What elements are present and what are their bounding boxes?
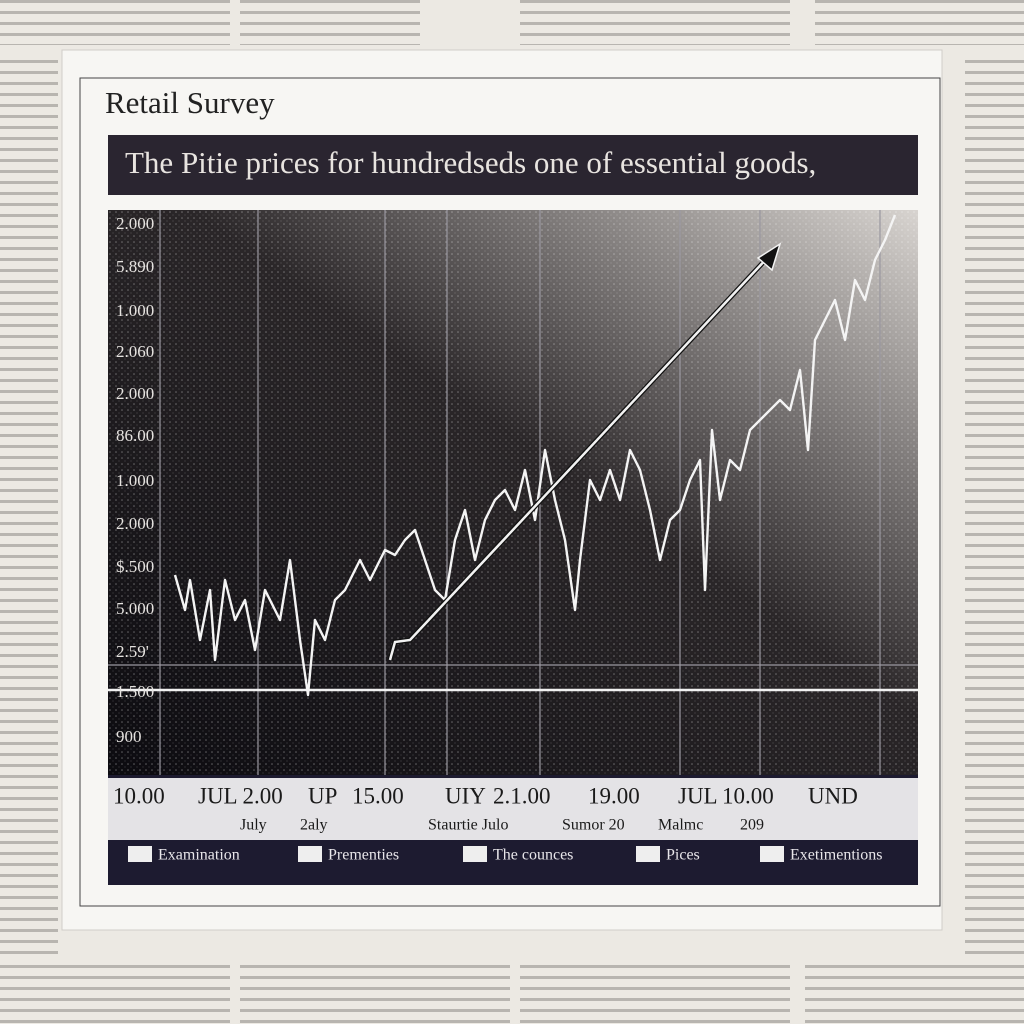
x-label: 2.1.00 xyxy=(493,783,551,808)
y-label: 2.000 xyxy=(116,214,154,233)
y-label: 2.000 xyxy=(116,384,154,403)
x-sublabel: Staurtie Julo xyxy=(428,817,508,834)
y-label: 1.500 xyxy=(116,682,154,701)
grid xyxy=(108,210,918,775)
newsprint xyxy=(0,0,230,45)
arrow xyxy=(388,254,771,661)
legend-swatch xyxy=(128,846,152,862)
newsprint xyxy=(815,0,1024,45)
stipple xyxy=(108,210,918,775)
x-sublabel: Malmc xyxy=(658,817,703,834)
y-label: 1.000 xyxy=(116,471,154,490)
x-label: UIY xyxy=(445,783,486,808)
arrow-head xyxy=(756,242,782,272)
y-label: 5.890 xyxy=(116,257,154,276)
legend-label: Pices xyxy=(666,847,700,864)
y-label: $.500 xyxy=(116,557,154,576)
banner xyxy=(108,135,918,195)
legend-label: Examination xyxy=(158,847,240,864)
newsprint xyxy=(240,965,510,1024)
legend-label: The counces xyxy=(493,847,573,864)
y-label: 2.59' xyxy=(116,642,149,661)
y-label: 5.000 xyxy=(116,599,154,618)
newsprint xyxy=(0,60,58,960)
title: Retail Survey xyxy=(105,85,275,120)
x-label: JUL 2.00 xyxy=(198,783,283,808)
newsprint xyxy=(0,965,230,1024)
legend-swatch xyxy=(636,846,660,862)
y-label: 900 xyxy=(116,727,142,746)
legend-swatch xyxy=(760,846,784,862)
x-label: JUL xyxy=(678,783,718,808)
frame xyxy=(79,77,941,907)
x-label: 10.00 xyxy=(113,783,165,808)
newsprint xyxy=(965,60,1024,960)
x-label: 10.00 xyxy=(722,783,774,808)
y-label: 86.00 xyxy=(116,426,154,445)
legend-swatch xyxy=(463,846,487,862)
x-label-band xyxy=(108,778,918,840)
legend-label: Prementies xyxy=(328,847,399,864)
x-sublabel: Sumor 20 xyxy=(562,817,625,834)
x-sublabel: 209 xyxy=(740,817,764,834)
x-label: UND xyxy=(808,783,858,808)
newsprint xyxy=(240,0,420,45)
y-label: 1.000 xyxy=(116,301,154,320)
banner-text: The Pitie prices for hundredseds one of … xyxy=(125,145,816,180)
y-label: 2.000 xyxy=(116,514,154,533)
y-label: 2.060 xyxy=(116,342,154,361)
newsprint xyxy=(805,965,1024,1024)
x-label: UP xyxy=(308,783,337,808)
legend-label: Exetimentions xyxy=(790,847,882,864)
x-sublabel: July xyxy=(240,817,267,834)
x-label: 15.00 xyxy=(352,783,404,808)
legend-swatch xyxy=(298,846,322,862)
labels: 2.000 5.890 1.000 2.060 2.000 86.00 1.000 2.000… xyxy=(113,214,882,864)
x-label: 19.00 xyxy=(588,783,640,808)
newsprint xyxy=(520,965,790,1024)
newsprint xyxy=(520,0,790,45)
x-sublabel: 2aly xyxy=(300,817,328,834)
price-line xyxy=(173,214,897,697)
